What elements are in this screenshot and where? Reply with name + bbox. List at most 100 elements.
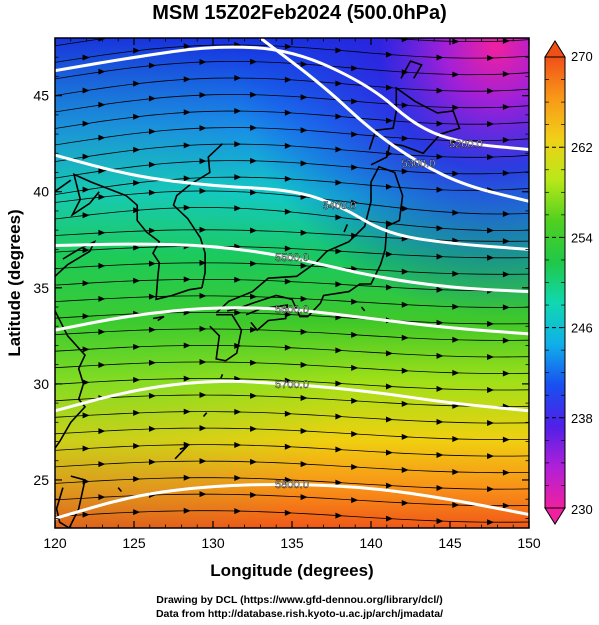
flow-arrow — [487, 353, 495, 360]
flow-arrow — [284, 443, 292, 450]
flow-arrow — [199, 226, 207, 233]
flow-arrow — [133, 80, 141, 87]
flow-arrow — [335, 479, 343, 486]
flow-arrow — [183, 342, 191, 349]
flow-arrow — [385, 350, 393, 357]
page-title: MSM 15Z02Feb2024 (500.0hPa) — [152, 2, 447, 24]
flow-arrow — [148, 189, 156, 196]
flow-arrow — [250, 58, 258, 65]
flow-arrow — [301, 28, 308, 34]
flow-arrow — [82, 412, 90, 419]
flow-arrow — [502, 304, 510, 311]
flow-arrow — [234, 108, 242, 115]
streamline — [55, 190, 529, 215]
contour-line — [55, 379, 529, 413]
flow-arrow — [335, 512, 343, 519]
contour-label: 5400.0 — [323, 200, 357, 212]
flow-arrow — [183, 276, 191, 283]
contour-line — [55, 242, 529, 294]
flow-arrow — [300, 127, 308, 134]
flow-arrow — [300, 328, 308, 335]
flow-arrow — [300, 94, 308, 101]
flow-arrow — [98, 167, 106, 174]
colorbar-tick-label: 254 — [571, 230, 593, 245]
streamlines — [55, 26, 529, 526]
flow-arrow — [148, 392, 156, 399]
flow-arrow — [199, 187, 207, 194]
flow-arrow — [385, 449, 393, 456]
coastline-segment — [209, 313, 243, 362]
coastline-segment — [55, 475, 86, 528]
flow-arrow — [300, 428, 308, 435]
flow-arrow — [82, 186, 90, 193]
y-tick-label: 45 — [33, 88, 49, 104]
flow-arrow — [487, 54, 495, 61]
colorbar-tick-label: 270 — [571, 49, 593, 64]
flow-arrow — [148, 95, 156, 102]
flow-arrow — [502, 210, 510, 217]
flow-arrow — [502, 370, 510, 377]
flow-arrow — [401, 334, 409, 341]
streamline — [55, 160, 529, 179]
flow-arrow — [98, 494, 106, 501]
flow-arrow — [335, 281, 343, 288]
flow-arrow — [250, 26, 257, 32]
coastline-segment — [70, 173, 127, 218]
flow-arrow — [234, 74, 242, 81]
colorbar-tick-label: 246 — [571, 321, 593, 336]
flow-arrow — [502, 137, 510, 144]
contour-line — [55, 482, 529, 520]
flow-arrow — [436, 54, 444, 61]
flow-arrow — [502, 104, 510, 111]
flow-arrow — [452, 303, 460, 310]
flow-arrow — [199, 125, 207, 132]
coastline-segment — [55, 239, 97, 278]
x-axis-label: Longitude (degrees) — [210, 561, 373, 580]
flow-arrow — [98, 328, 106, 335]
colorbar-tick-label: 238 — [571, 411, 593, 426]
streamline — [55, 262, 529, 275]
flow-arrow — [199, 358, 207, 365]
flow-arrow — [401, 205, 409, 212]
streamline — [55, 328, 529, 341]
flow-arrow — [133, 409, 141, 416]
flow-arrow — [148, 161, 156, 168]
flow-arrow — [487, 121, 495, 128]
flow-arrow — [284, 208, 292, 215]
flow-arrow — [335, 347, 343, 354]
flow-arrow — [284, 142, 292, 149]
flow-arrow — [183, 76, 191, 83]
flow-arrow — [452, 170, 460, 177]
flow-arrow — [502, 469, 510, 476]
flow-arrow — [385, 51, 393, 58]
flow-arrow — [183, 204, 191, 211]
flow-arrow — [199, 292, 207, 299]
flow-arrow — [250, 359, 258, 366]
flow-arrow — [82, 120, 90, 127]
flow-arrow — [98, 295, 106, 302]
flow-arrow — [452, 104, 460, 111]
flow-arrow — [82, 346, 90, 353]
y-tick-label: 40 — [33, 184, 49, 200]
flow-arrow — [300, 262, 308, 269]
flow-arrow — [183, 408, 191, 415]
flow-arrow — [133, 442, 141, 449]
flow-arrow — [436, 451, 444, 458]
flow-arrow — [351, 397, 359, 404]
flow-arrow — [98, 262, 106, 269]
flow-arrow — [133, 244, 141, 251]
flow-arrow — [487, 227, 495, 234]
plot-area: 5200.0 5300.0 5400.0 5500.0 5600.0 5700.0 5800… — [55, 26, 529, 528]
y-tick-label: 30 — [33, 376, 49, 392]
flow-arrow — [300, 61, 308, 68]
flow-arrow — [98, 461, 106, 468]
coastline-segment — [55, 179, 72, 193]
flow-arrow — [487, 386, 495, 393]
flow-arrow — [250, 458, 258, 465]
y-tick-label: 25 — [33, 472, 49, 488]
flow-arrow — [452, 209, 460, 216]
flow-arrow — [335, 446, 343, 453]
flow-arrow — [401, 499, 409, 506]
flow-arrow — [199, 259, 207, 266]
